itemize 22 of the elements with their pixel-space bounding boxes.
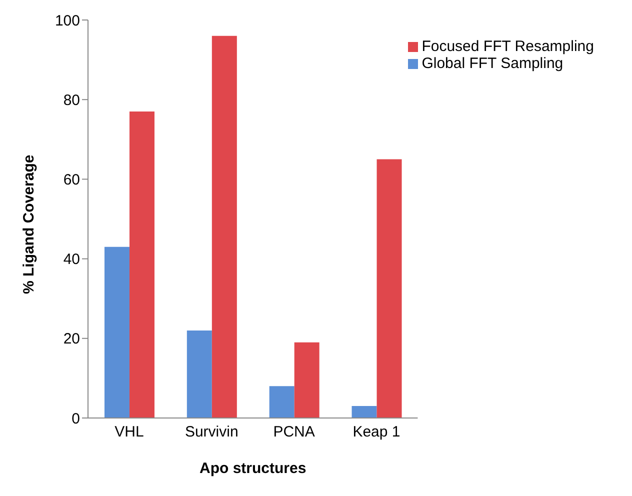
x-tick-label: VHL bbox=[114, 424, 144, 441]
bar bbox=[294, 342, 320, 418]
bar bbox=[352, 406, 377, 418]
x-tick-label: Survivin bbox=[184, 424, 238, 441]
x-tick-label: PCNA bbox=[273, 424, 315, 441]
y-axis-title: % Ligand Coverage bbox=[20, 154, 38, 294]
y-tick-label: 100 bbox=[54, 12, 80, 30]
bar bbox=[212, 36, 237, 418]
bar bbox=[376, 159, 402, 418]
y-tick-label: 40 bbox=[63, 251, 80, 268]
bar bbox=[129, 112, 154, 418]
y-tick-label: 60 bbox=[63, 172, 80, 189]
legend-label: Focused FFT Resampling bbox=[422, 38, 594, 55]
x-axis-title: Apo structures bbox=[200, 460, 306, 477]
bar bbox=[269, 386, 294, 418]
y-tick-label: 20 bbox=[63, 330, 80, 348]
x-tick-label: Keap 1 bbox=[352, 424, 400, 441]
legend-label: Global FFT Sampling bbox=[422, 55, 564, 72]
y-tick-label: 80 bbox=[63, 92, 80, 109]
bar bbox=[186, 330, 212, 418]
y-tick-label: 0 bbox=[72, 410, 80, 428]
bar bbox=[104, 246, 130, 418]
